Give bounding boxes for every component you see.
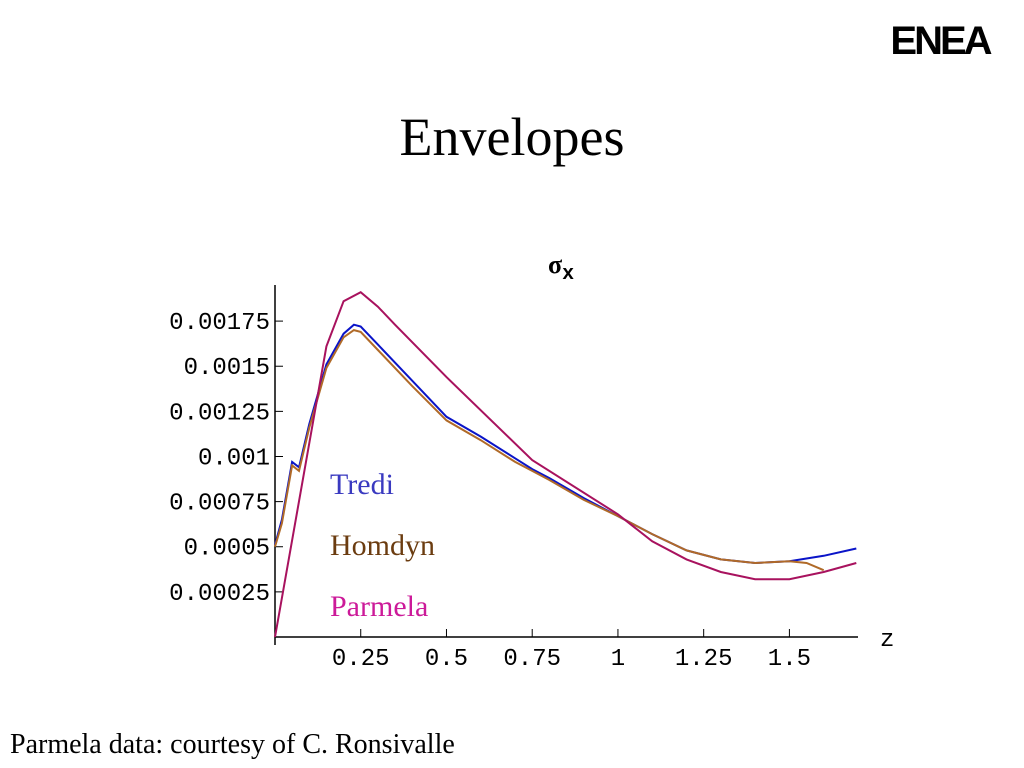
chart-title-sub: x	[562, 263, 574, 286]
chart-title: σx	[548, 250, 574, 286]
x-tick-label: 0.5	[425, 646, 468, 673]
x-tick-label: 1.25	[675, 646, 733, 673]
y-tick-label: 0.001	[198, 445, 270, 472]
y-tick-label: 0.00075	[169, 491, 270, 518]
slide-title: Envelopes	[400, 107, 625, 167]
y-tick-label: 0.00125	[169, 400, 270, 427]
footer: Parmela data: courtesy of C. Ronsivalle	[10, 729, 455, 760]
y-tick-label: 0.0015	[184, 355, 270, 382]
series-line	[274, 323, 857, 565]
x-tick-label: 1	[611, 646, 625, 673]
x-tick-label: 0.25	[332, 646, 390, 673]
legend-label: Tredi	[330, 468, 394, 501]
logo: ENEA	[890, 19, 991, 63]
legend-label: Homdyn	[330, 529, 435, 562]
chart-title-main: σ	[548, 250, 562, 279]
y-tick-label: 0.00175	[169, 310, 270, 337]
y-tick-label: 0.00025	[169, 581, 270, 608]
series-line	[274, 329, 825, 572]
x-axis-label: z	[880, 627, 894, 654]
legend-label: Parmela	[330, 590, 428, 623]
y-tick-label: 0.0005	[184, 536, 270, 563]
series-line	[274, 291, 857, 638]
x-tick-label: 1.5	[768, 646, 811, 673]
x-tick-label: 0.75	[503, 646, 561, 673]
